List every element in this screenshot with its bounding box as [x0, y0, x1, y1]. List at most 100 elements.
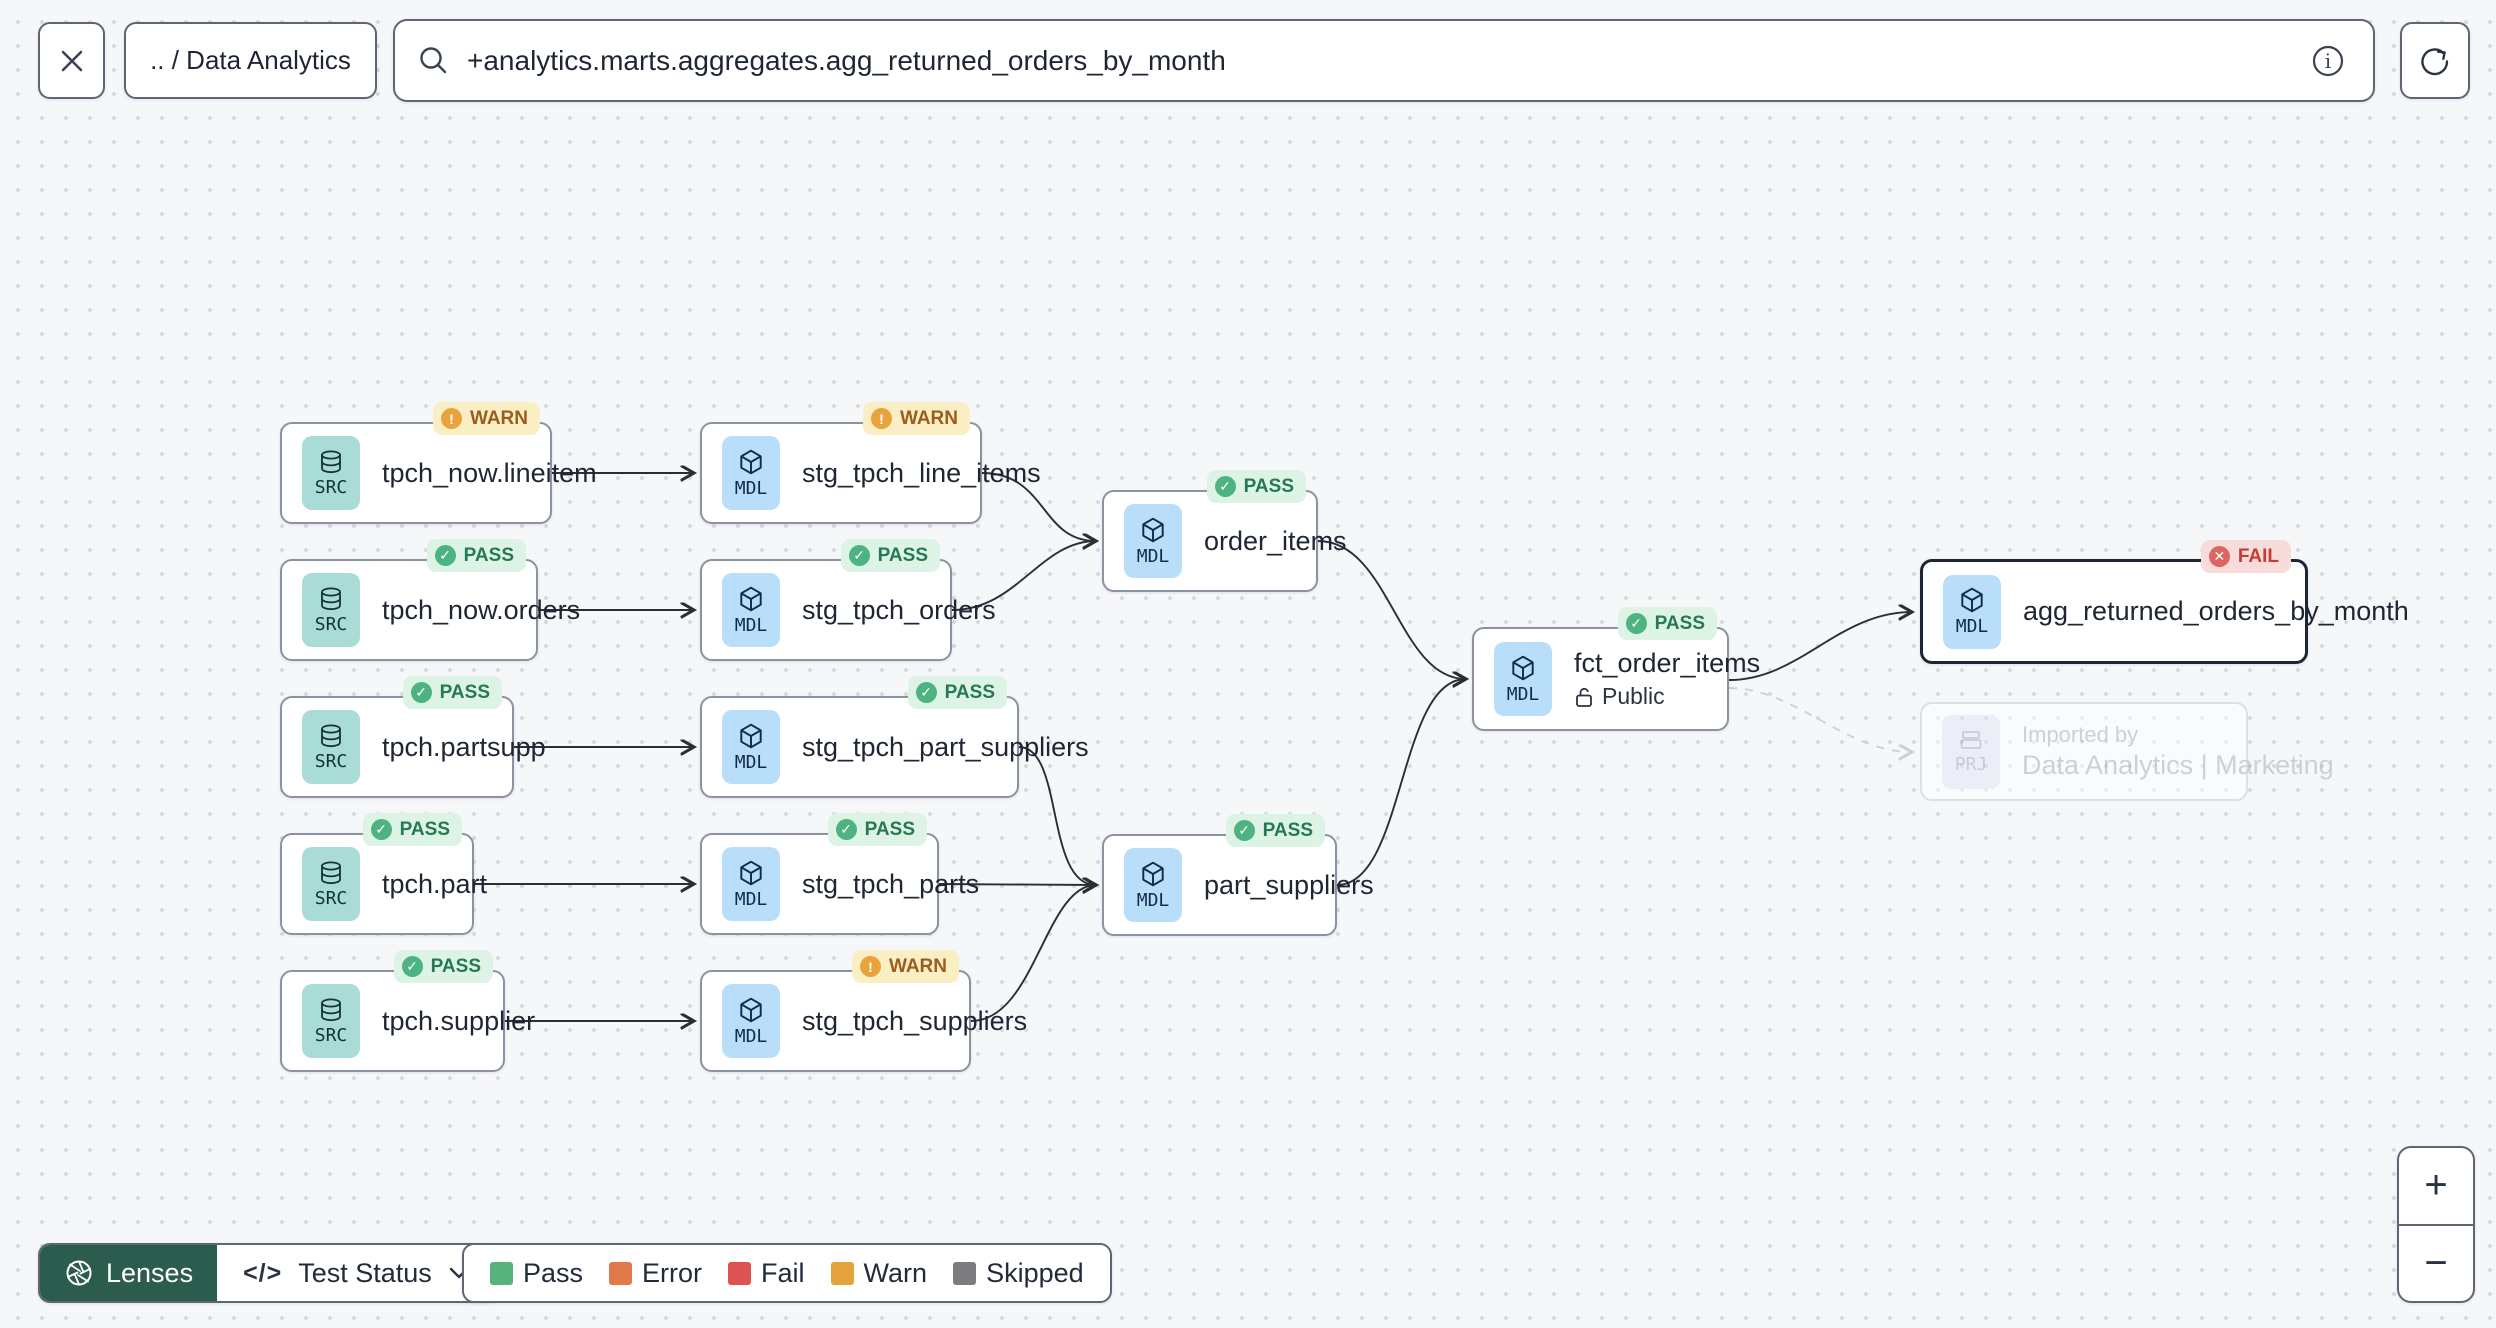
warn-icon: ! [440, 408, 462, 429]
badge-text: WARN [888, 955, 947, 977]
access-row: Public [1574, 683, 1760, 710]
test-status-dropdown[interactable]: </> Test Status [217, 1245, 496, 1301]
zoom-out-button[interactable]: − [2399, 1223, 2473, 1302]
node-stg-tpch-parts[interactable]: ✓ PASS MDL stg_tpch_parts [700, 813, 979, 935]
chip-label: SRC [314, 887, 348, 909]
archive-icon [1958, 728, 1984, 752]
node-label: fct_order_items [1574, 648, 1761, 678]
legend-item-warn: Warn [830, 1257, 928, 1289]
status-badge: ✓ PASS [907, 676, 1007, 709]
node-tpch-now-orders[interactable]: ✓ PASS SRC tpch_now.orders [280, 539, 580, 661]
info-icon[interactable]: i [2309, 42, 2347, 80]
fail-swatch [728, 1261, 752, 1285]
cube-icon [1139, 516, 1167, 544]
badge-text: PASS [463, 544, 514, 566]
legend-item-skipped: Skipped [953, 1258, 1084, 1289]
legend-item-fail: Fail [728, 1258, 805, 1289]
cube-icon [1958, 586, 1986, 614]
chip-label: MDL [734, 751, 768, 773]
badge-text: WARN [899, 407, 958, 429]
cube-icon [737, 996, 765, 1024]
status-badge: ✓ PASS [393, 950, 493, 983]
chip-label: SRC [314, 476, 348, 498]
code-icon: </> [243, 1258, 283, 1287]
badge-text: PASS [1654, 612, 1705, 634]
refresh-button[interactable] [2400, 22, 2470, 99]
node-part-suppliers[interactable]: ✓ PASS MDL part_suppliers [1102, 814, 1374, 936]
chip-label: MDL [734, 888, 768, 910]
skipped-swatch [953, 1261, 977, 1285]
error-swatch [609, 1261, 633, 1285]
node-imported-by-project[interactable]: PRJ Imported by Data Analytics | Marketi… [1920, 702, 2334, 801]
cube-icon [737, 722, 765, 750]
legend-item-error: Error [609, 1258, 702, 1289]
access-label: Public [1602, 683, 1665, 709]
check-icon: ✓ [410, 682, 432, 703]
node-fct-order-items[interactable]: ✓ PASS MDL fct_order_items Public [1472, 607, 1760, 731]
pass-swatch [490, 1261, 513, 1285]
cube-icon [737, 585, 765, 613]
cube-icon [1139, 860, 1167, 888]
legend-label: Pass [523, 1257, 584, 1288]
node-stg-tpch-part-suppliers[interactable]: ✓ PASS MDL stg_tpch_part_suppliers [700, 676, 1089, 798]
chip-label: MDL [734, 1025, 768, 1047]
check-icon: ✓ [1233, 820, 1255, 841]
node-tpch-now-lineitem[interactable]: ! WARN SRC tpch_now.lineitem [280, 402, 597, 524]
breadcrumb-button[interactable]: .. / Data Analytics [124, 22, 377, 99]
node-label: tpch_now.orders [382, 594, 581, 625]
status-badge: ✓ PASS [362, 813, 462, 846]
node-label: agg_returned_orders_by_month [2023, 596, 2409, 626]
badge-text: PASS [877, 544, 928, 566]
badge-text: PASS [439, 681, 490, 703]
model-chip: MDL [1124, 848, 1182, 922]
node-label: part_suppliers [1204, 869, 1374, 900]
node-tpch-partsupp[interactable]: ✓ PASS SRC tpch.partsupp [280, 676, 546, 798]
status-badge: ✓ PASS [402, 676, 502, 709]
status-badge: ! WARN [862, 402, 970, 435]
chip-label: PRJ [1954, 754, 1988, 775]
source-chip: SRC [302, 710, 360, 784]
legend-label: Warn [863, 1257, 928, 1288]
chip-label: MDL [1506, 683, 1540, 705]
badge-text: PASS [944, 681, 995, 703]
zoom-controls: + − [2397, 1146, 2475, 1303]
node-label: stg_tpch_part_suppliers [802, 731, 1089, 762]
legend-label: Fail [761, 1257, 805, 1288]
badge-text: PASS [399, 818, 450, 840]
badge-text: PASS [1243, 475, 1294, 497]
badge-text: PASS [864, 818, 915, 840]
search-icon [417, 44, 451, 78]
model-chip: MDL [722, 573, 780, 647]
node-stg-tpch-suppliers[interactable]: ! WARN MDL stg_tpch_suppliers [700, 950, 1027, 1072]
chip-label: MDL [1136, 889, 1170, 911]
search-bar[interactable]: i [393, 19, 2375, 102]
check-icon: ✓ [1214, 476, 1236, 497]
check-icon: ✓ [434, 545, 456, 566]
check-icon: ✓ [915, 682, 937, 703]
badge-text: FAIL [2237, 545, 2279, 567]
database-icon [317, 586, 345, 612]
node-stg-tpch-line-items[interactable]: ! WARN MDL stg_tpch_line_items [700, 402, 1041, 524]
model-chip: MDL [722, 436, 780, 510]
status-badge: ✓ PASS [1617, 607, 1717, 640]
check-icon: ✓ [370, 819, 392, 840]
lenses-label: Lenses [106, 1257, 194, 1288]
node-label: stg_tpch_line_items [802, 457, 1041, 488]
close-button[interactable] [38, 22, 105, 99]
fail-icon: ✕ [2208, 546, 2230, 567]
node-label: tpch.part [382, 868, 488, 899]
zoom-in-button[interactable]: + [2424, 1163, 2448, 1208]
node-label: stg_tpch_parts [802, 868, 980, 899]
badge-text: PASS [1262, 819, 1313, 841]
node-stg-tpch-orders[interactable]: ✓ PASS MDL stg_tpch_orders [700, 539, 996, 661]
lenses-button[interactable]: Lenses [40, 1245, 218, 1301]
node-order-items[interactable]: ✓ PASS MDL order_items [1102, 470, 1347, 592]
node-tpch-part[interactable]: ✓ PASS SRC tpch.part [280, 813, 487, 935]
node-tpch-supplier[interactable]: ✓ PASS SRC tpch.supplier [280, 950, 535, 1072]
node-agg-returned-orders-by-month[interactable]: ✕ FAIL MDL agg_returned_orders_by_month [1920, 540, 2409, 664]
search-input[interactable] [467, 44, 2309, 77]
model-chip: MDL [1124, 504, 1182, 578]
aperture-icon [64, 1258, 94, 1288]
badge-text: PASS [430, 955, 481, 977]
